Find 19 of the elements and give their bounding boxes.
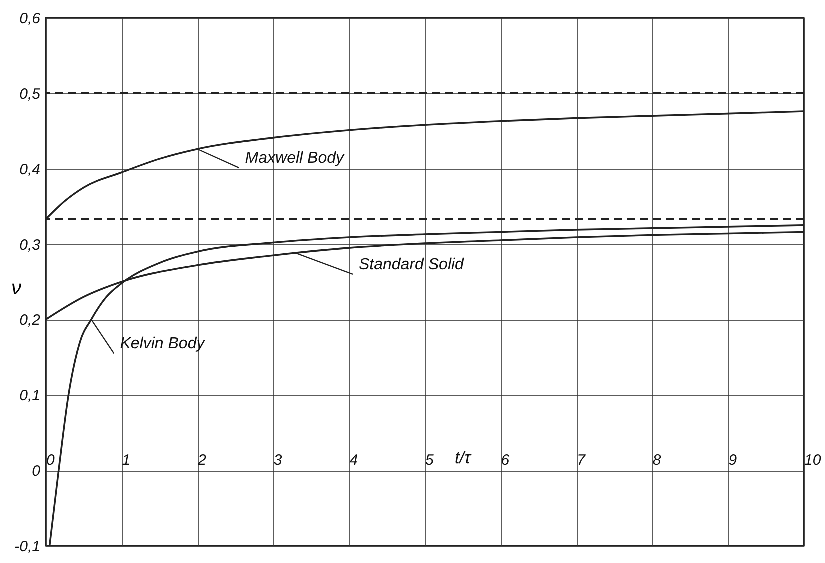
x-tick-label: 5 <box>426 452 434 470</box>
y-tick-label: 0,5 <box>20 86 42 103</box>
x-tick-label: 3 <box>274 452 283 470</box>
x-axis-title: t/τ <box>454 448 472 468</box>
x-tick-label: 9 <box>728 452 738 470</box>
y-tick-label: 0 <box>32 463 42 480</box>
y-tick-label: 0,4 <box>20 161 40 178</box>
y-tick-label: 0,1 <box>20 388 40 405</box>
y-tick-label: 0,6 <box>20 10 42 28</box>
x-tick-label: 7 <box>577 452 586 470</box>
y-tick-label: -0,1 <box>14 538 40 556</box>
annotation: Standard Solid <box>358 256 466 274</box>
x-tick-label: 6 <box>501 452 510 470</box>
x-tick-label: 10 <box>804 452 822 470</box>
x-tick-label: 0 <box>46 452 56 470</box>
y-tick-label: 0,3 <box>20 236 42 254</box>
y-axis-title: ν <box>12 277 22 300</box>
x-tick-label: 8 <box>652 452 662 470</box>
y-tick-label: 0,2 <box>20 312 42 330</box>
